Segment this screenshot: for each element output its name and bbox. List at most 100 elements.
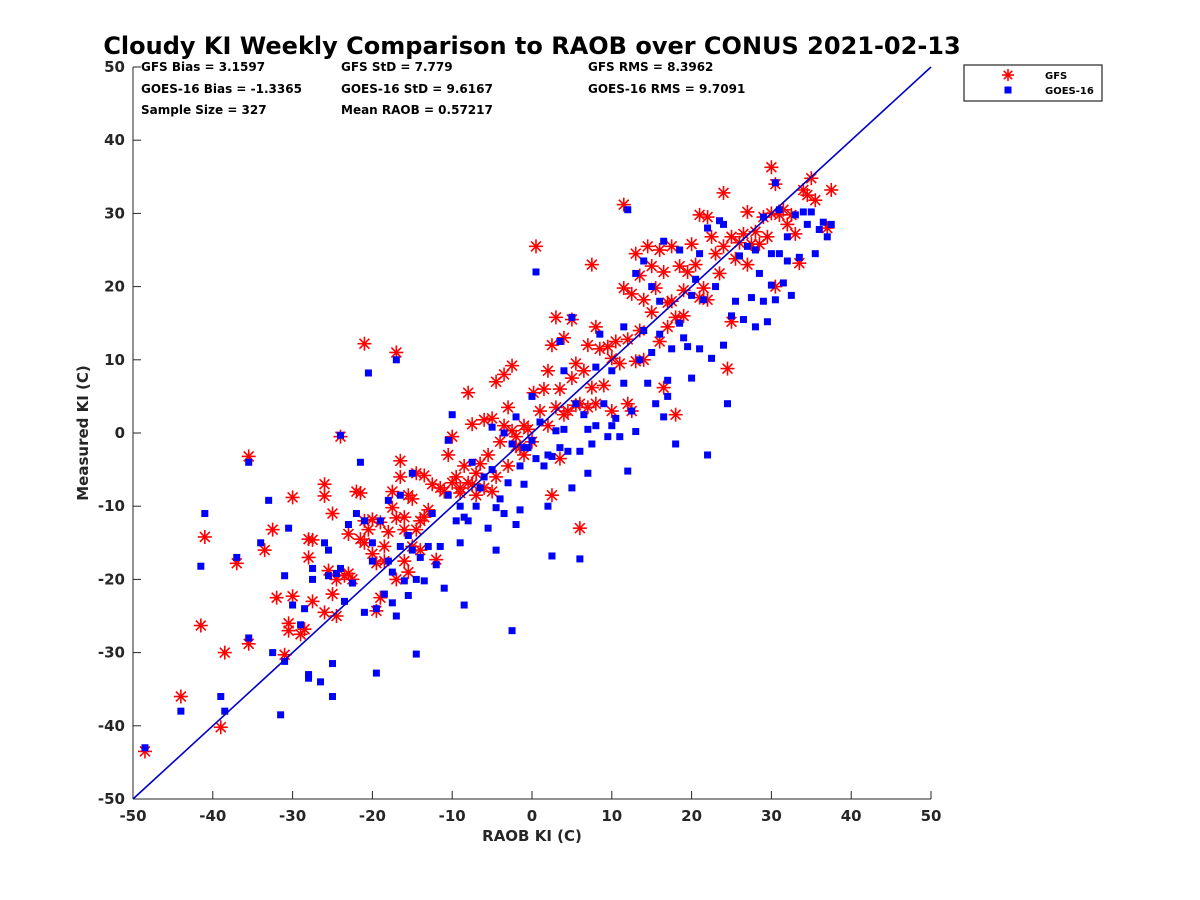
x-tick-label: -10 — [439, 807, 466, 825]
goes16-point — [779, 279, 787, 287]
gfs-point — [485, 411, 500, 426]
goes16-point — [684, 343, 692, 351]
goes16-point — [532, 268, 540, 276]
stat-text: GOES-16 Bias = -1.3365 — [141, 82, 302, 96]
goes16-point — [787, 291, 795, 299]
goes16-point — [751, 246, 759, 254]
gfs-point — [576, 363, 591, 378]
goes16-point — [588, 440, 596, 448]
gfs-point — [285, 589, 300, 604]
goes16-point — [660, 413, 668, 421]
goes16-point — [628, 407, 636, 415]
gfs-point — [760, 229, 775, 244]
series-goes16 — [141, 179, 835, 752]
gfs-point — [361, 522, 376, 537]
goes16-point — [556, 338, 564, 345]
goes16-point — [412, 575, 420, 583]
gfs-point — [497, 367, 512, 382]
gfs-point — [405, 491, 420, 506]
goes16-point — [281, 657, 289, 665]
gfs-point — [716, 185, 731, 200]
goes16-point — [476, 484, 484, 492]
gfs-point — [493, 434, 508, 449]
gfs-point — [281, 616, 296, 631]
gfs-point — [668, 407, 683, 422]
goes16-point — [440, 584, 448, 592]
goes16-point — [592, 363, 600, 371]
goes16-point — [604, 433, 612, 441]
goes16-point — [456, 539, 464, 547]
gfs-point — [564, 371, 579, 386]
goes16-point — [576, 447, 584, 455]
gfs-point — [485, 484, 500, 499]
gfs-point — [397, 510, 412, 525]
goes16-point — [548, 452, 556, 460]
x-tick-label: 20 — [681, 807, 702, 825]
goes16-point — [700, 296, 708, 304]
goes16-point — [759, 297, 767, 305]
gfs-point — [604, 404, 619, 419]
gfs-point — [401, 565, 416, 580]
gfs-point — [672, 259, 687, 274]
goes16-point — [544, 451, 552, 459]
goes16-point — [636, 356, 644, 364]
goes16-point — [317, 678, 325, 686]
goes16-point — [791, 211, 799, 219]
goes16-point — [644, 379, 652, 387]
gfs-point — [317, 488, 332, 503]
goes16-point — [504, 479, 512, 487]
gfs-point — [305, 594, 320, 609]
gfs-point — [824, 182, 839, 197]
gfs-point — [644, 259, 659, 274]
gfs-point — [700, 210, 715, 225]
goes16-point — [297, 621, 305, 629]
goes16-point — [329, 660, 336, 668]
gfs-point — [173, 689, 188, 704]
goes16-point — [536, 418, 544, 426]
goes16-point — [468, 458, 476, 466]
legend-box — [963, 64, 1103, 102]
gfs-point — [357, 336, 372, 351]
goes16-point — [141, 744, 149, 752]
goes16-point — [340, 597, 348, 605]
gfs-point — [684, 237, 699, 252]
goes16-point — [680, 334, 688, 342]
gfs-point — [604, 351, 619, 366]
goes16-point — [488, 423, 496, 431]
gfs-point — [501, 400, 516, 415]
gfs-point — [588, 319, 603, 334]
x-tick-label: 40 — [841, 807, 862, 825]
goes16-point — [472, 502, 480, 510]
stat-text: GFS Bias = 3.1597 — [141, 60, 265, 74]
goes16-point — [508, 627, 516, 635]
goes16-point — [532, 455, 540, 463]
goes16-point — [336, 431, 344, 439]
goes16-point — [708, 354, 716, 362]
x-tick-label: -50 — [119, 807, 146, 825]
gfs-point — [461, 385, 476, 400]
goes16-point — [352, 510, 360, 518]
goes16-point — [424, 542, 432, 550]
goes16-point — [747, 294, 755, 302]
x-tick-label: -20 — [359, 807, 386, 825]
goes16-point — [656, 297, 664, 305]
goes16-point — [400, 577, 408, 585]
gfs-point — [509, 429, 524, 444]
gfs-point — [305, 532, 320, 547]
goes16-point — [696, 250, 704, 258]
gfs-point — [417, 468, 432, 483]
goes16-point — [632, 269, 640, 277]
goes16-point — [648, 348, 656, 356]
gfs-point — [560, 404, 575, 419]
gfs-point — [393, 469, 408, 484]
goes16-point — [596, 330, 604, 338]
goes16-point — [552, 427, 560, 435]
gfs-point — [441, 447, 456, 462]
goes16-point — [368, 557, 376, 565]
gfs-point — [656, 380, 671, 395]
gfs-point — [584, 380, 599, 395]
goes16-point — [384, 557, 392, 565]
goes16-point — [540, 462, 548, 470]
goes16-point — [823, 233, 831, 241]
gfs-point — [317, 605, 332, 620]
